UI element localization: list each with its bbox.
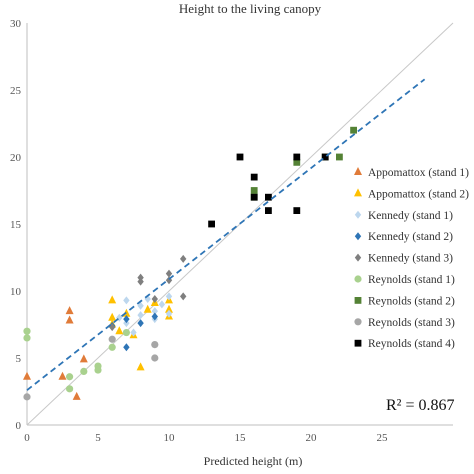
- data-point-series-9: [208, 220, 215, 228]
- data-point-series-6: [23, 334, 31, 342]
- data-point-series-5: [180, 292, 187, 301]
- y-tick-label: 25: [10, 85, 22, 97]
- data-point-series-3: [123, 319, 130, 328]
- data-point-series-2: [115, 326, 124, 335]
- data-point-series-8: [151, 341, 159, 349]
- y-tick-label: 30: [10, 18, 22, 30]
- data-point-series-6: [80, 367, 88, 375]
- data-point-series-1: [23, 371, 31, 380]
- data-point-series-1: [79, 354, 88, 363]
- data-point-series-4: [123, 315, 130, 324]
- data-point-series-2: [108, 295, 117, 304]
- x-tick-label: 5: [95, 432, 101, 444]
- plot-area: 0 5 10 15 20 25 30 0 5 10 15 20 25: [10, 18, 454, 444]
- r-squared-annotation: R² = 0.867: [386, 397, 455, 414]
- data-point-series-3: [116, 313, 123, 322]
- data-point-series-8: [108, 335, 116, 343]
- legend-label-series-7: Reynolds (stand 2): [368, 295, 455, 307]
- legend-label-series-8: Reynolds (stand 3): [368, 317, 455, 329]
- data-point-series-9: [293, 207, 301, 214]
- data-point-series-9: [293, 153, 301, 161]
- legend-swatch-series-1: [354, 167, 362, 175]
- data-point-series-9: [265, 207, 272, 214]
- data-point-series-4: [137, 319, 144, 328]
- data-point-series-5: [180, 254, 187, 263]
- legend-label-series-4: Kennedy (stand 2): [368, 231, 453, 243]
- data-point-series-5: [151, 295, 158, 304]
- data-point-series-1: [58, 371, 67, 380]
- data-point-series-5: [137, 273, 144, 282]
- data-point-series-6: [94, 366, 102, 374]
- x-tick-label: 10: [164, 432, 176, 444]
- data-point-series-6: [66, 373, 74, 381]
- y-tick-label: 15: [10, 219, 22, 231]
- x-tick-label: 20: [306, 432, 318, 444]
- data-point-series-7: [336, 153, 343, 161]
- legend: Appomattox (stand 1) Appomattox (stand 2)…: [354, 167, 469, 350]
- legend-label-series-6: Reynolds (stand 1): [368, 274, 455, 286]
- data-point-series-9: [321, 153, 329, 161]
- y-tick-label: 20: [10, 152, 22, 164]
- data-point-series-7: [250, 187, 258, 194]
- legend-label-series-2: Appomattox (stand 2): [368, 188, 469, 200]
- data-point-series-8: [151, 354, 159, 362]
- legend-label-series-9: Reynolds (stand 4): [368, 338, 455, 350]
- data-point-series-3: [123, 296, 130, 305]
- data-point-series-6: [108, 343, 116, 351]
- data-point-series-2: [108, 312, 117, 321]
- data-point-series-9: [236, 153, 244, 161]
- data-point-series-4: [151, 312, 158, 321]
- data-point-series-8: [23, 393, 31, 401]
- data-point-series-9: [265, 193, 272, 201]
- data-point-series-7: [293, 158, 301, 166]
- y-tick-label: 10: [10, 286, 22, 298]
- data-point-series-5: [165, 269, 173, 278]
- data-point-series-3: [158, 300, 166, 309]
- data-point-series-2: [136, 362, 145, 371]
- data-point-series-1: [65, 306, 74, 315]
- legend-label-series-5: Kennedy (stand 3): [368, 253, 453, 265]
- legend-swatch-series-4: [354, 232, 362, 241]
- legend-swatch-series-7: [354, 297, 362, 304]
- data-point-series-1: [72, 391, 81, 400]
- data-point-series-5: [165, 276, 173, 285]
- data-point-series-1: [65, 315, 74, 324]
- data-point-series-6: [23, 327, 31, 335]
- x-tick-label: 0: [24, 432, 30, 444]
- data-point-series-6: [122, 328, 130, 337]
- data-point-series-6: [66, 385, 74, 393]
- data-point-series-3: [165, 292, 173, 301]
- data-point-series-9: [250, 173, 258, 181]
- legend-swatch-series-6: [354, 275, 362, 283]
- data-point-series-4: [123, 343, 130, 352]
- legend-label-series-1: Appomattox (stand 1): [368, 167, 469, 179]
- data-point-series-2: [143, 304, 152, 313]
- y-tick-label: 0: [16, 420, 22, 432]
- data-point-series-3: [165, 309, 173, 318]
- x-axis-label: Predicted height (m): [204, 454, 303, 468]
- data-point-series-3: [137, 311, 144, 320]
- regression-fit-line: [26, 78, 426, 391]
- legend-swatch-series-5: [354, 253, 362, 262]
- legend-swatch-series-8: [354, 318, 362, 326]
- data-point-series-3: [130, 328, 137, 337]
- data-point-series-5: [137, 277, 144, 286]
- chart-title: Height to the living canopy: [179, 1, 322, 16]
- legend-swatch-series-2: [354, 188, 362, 197]
- y-tick-label: 5: [16, 353, 22, 365]
- data-point-series-3: [137, 301, 144, 310]
- legend-swatch-series-9: [354, 339, 362, 347]
- data-point-series-2: [165, 304, 173, 313]
- data-point-series-7: [350, 126, 357, 134]
- data-point-series-3: [151, 307, 158, 316]
- legend-swatch-series-3: [354, 210, 362, 219]
- x-tick-label: 15: [235, 432, 247, 444]
- legend-label-series-3: Kennedy (stand 1): [368, 210, 453, 222]
- data-point-series-9: [250, 193, 258, 201]
- x-tick-label: 25: [377, 432, 389, 444]
